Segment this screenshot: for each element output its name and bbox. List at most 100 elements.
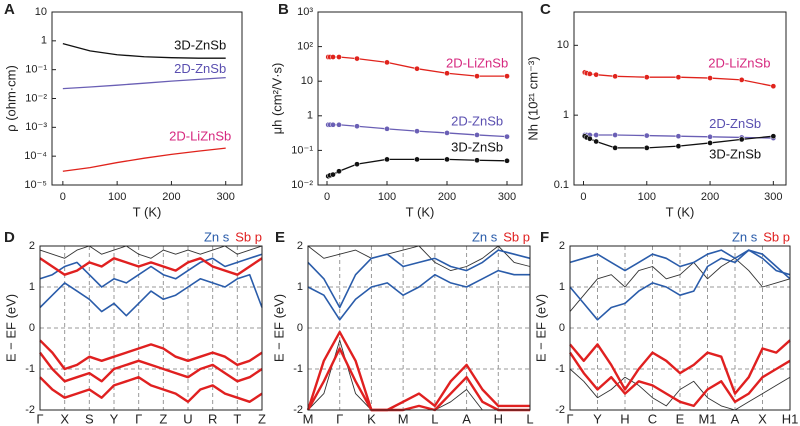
y-tick-label: 0.1 bbox=[554, 179, 569, 191]
data-point bbox=[593, 132, 599, 138]
y-tick-label: 10 bbox=[557, 39, 569, 51]
y-tick-label: 2 bbox=[559, 240, 565, 252]
y-tick-label: 1 bbox=[559, 281, 565, 293]
y-tick-label: 10⁻¹ bbox=[25, 64, 47, 76]
panel: D E − EF (eV) -2 -1 0 1 2 Γ X S Y Γ Z U R T Z Sb p Zn s bbox=[3, 229, 266, 426]
x-tick-label: 300 bbox=[764, 191, 782, 203]
x-tick-label: U bbox=[183, 411, 192, 426]
y-tick-label: -1 bbox=[293, 363, 303, 375]
x-tick-label: 200 bbox=[701, 191, 719, 203]
legend-entry: Sb p bbox=[763, 229, 790, 244]
x-tick-label: 0 bbox=[60, 191, 66, 203]
data-point bbox=[593, 71, 599, 78]
x-tick-label: T bbox=[233, 411, 241, 426]
data-point bbox=[586, 71, 593, 77]
x-tick-label: R bbox=[208, 411, 217, 426]
y-tick-label: 1 bbox=[563, 109, 569, 121]
data-point bbox=[593, 138, 599, 145]
projected-band bbox=[39, 257, 263, 276]
x-tick-label: 0 bbox=[324, 191, 330, 203]
x-tick-label: 200 bbox=[162, 191, 180, 203]
x-tick-label: L bbox=[526, 411, 533, 426]
y-axis-label: E − EF (eV) bbox=[3, 294, 18, 362]
data-point bbox=[474, 157, 480, 164]
data-point bbox=[330, 171, 336, 178]
projected-band bbox=[569, 249, 791, 276]
series-line bbox=[62, 76, 226, 90]
y-axis-label: E − EF (eV) bbox=[533, 294, 548, 362]
y-tick-label: 10⁻¹ bbox=[291, 144, 313, 156]
panel-letter: F bbox=[540, 229, 549, 246]
projected-band bbox=[569, 249, 791, 321]
x-tick-label: Γ bbox=[566, 411, 573, 426]
band-line bbox=[307, 245, 531, 272]
y-tick-label: -2 bbox=[293, 404, 303, 416]
x-tick-label: Z bbox=[159, 411, 167, 426]
x-tick-label: Y bbox=[593, 411, 602, 426]
y-tick-label: 1 bbox=[307, 110, 313, 122]
plot-frame bbox=[569, 245, 791, 411]
panel-letter: D bbox=[4, 229, 15, 246]
projected-band bbox=[39, 253, 263, 288]
series-label: 2D-ZnSb bbox=[451, 113, 503, 128]
data-point bbox=[612, 145, 618, 151]
data-point bbox=[336, 121, 342, 128]
panel: Bμh (cm²/V·s) 10⁻² 10⁻¹ 1 10 10² 10³ 0 100 200 300… bbox=[269, 1, 523, 219]
data-point bbox=[586, 135, 593, 142]
x-tick-label: M bbox=[398, 411, 409, 426]
x-tick-label: M1 bbox=[698, 411, 716, 426]
projected-band bbox=[306, 330, 530, 412]
data-point bbox=[474, 132, 480, 138]
x-tick-label: X bbox=[758, 411, 767, 426]
data-point bbox=[444, 70, 450, 77]
x-tick-label: X bbox=[60, 411, 69, 426]
y-tick-label: 2 bbox=[297, 240, 303, 252]
y-tick-label: 10⁻³ bbox=[25, 121, 47, 133]
data-point bbox=[444, 130, 450, 136]
panel-letter: C bbox=[540, 1, 551, 18]
projected-band bbox=[569, 339, 791, 395]
data-point bbox=[384, 59, 390, 66]
data-point bbox=[675, 74, 682, 81]
data-point bbox=[330, 121, 336, 128]
projected-band bbox=[39, 273, 263, 317]
data-point bbox=[504, 133, 510, 140]
legend-entry: Zn s bbox=[472, 229, 498, 244]
panel: F E − EF (eV) -2 -1 0 1 2 Γ Y H C E M1 A X H1 Sb p Zn s bbox=[533, 229, 798, 426]
series-line bbox=[62, 42, 226, 59]
data-point bbox=[738, 136, 745, 143]
x-axis-label: T (K) bbox=[666, 204, 695, 219]
x-tick-label: E bbox=[676, 411, 685, 426]
y-tick-label: 10⁻⁵ bbox=[24, 179, 47, 191]
data-point bbox=[474, 73, 480, 79]
x-tick-label: H bbox=[494, 411, 503, 426]
x-axis-label: T (K) bbox=[406, 204, 435, 219]
x-tick-label: H1 bbox=[782, 411, 799, 426]
data-point bbox=[707, 133, 713, 140]
data-point bbox=[384, 156, 390, 163]
projected-band bbox=[307, 269, 530, 321]
data-point bbox=[770, 133, 777, 140]
y-tick-label: 10 bbox=[301, 75, 313, 87]
series-label: 2D-LiZnSb bbox=[446, 56, 508, 71]
plot-frame bbox=[317, 11, 523, 186]
legend-entry: Zn s bbox=[204, 229, 230, 244]
x-tick-label: Z bbox=[258, 411, 266, 426]
projected-band bbox=[306, 347, 530, 412]
y-tick-label: 1 bbox=[29, 281, 35, 293]
projected-band bbox=[39, 339, 263, 371]
data-point bbox=[612, 73, 618, 80]
data-point bbox=[444, 156, 450, 163]
x-tick-label: 300 bbox=[498, 191, 516, 203]
data-point bbox=[612, 132, 618, 138]
plot-frame bbox=[573, 11, 787, 186]
x-tick-label: Γ bbox=[135, 411, 142, 426]
data-point bbox=[414, 156, 420, 163]
y-tick-label: 10³ bbox=[297, 6, 313, 18]
x-tick-label: 100 bbox=[108, 191, 126, 203]
panel-letter: A bbox=[4, 1, 15, 18]
y-tick-label: 0 bbox=[29, 322, 35, 334]
data-point bbox=[707, 140, 713, 146]
x-tick-label: S bbox=[85, 411, 94, 426]
y-tick-label: 10⁻² bbox=[291, 179, 313, 191]
